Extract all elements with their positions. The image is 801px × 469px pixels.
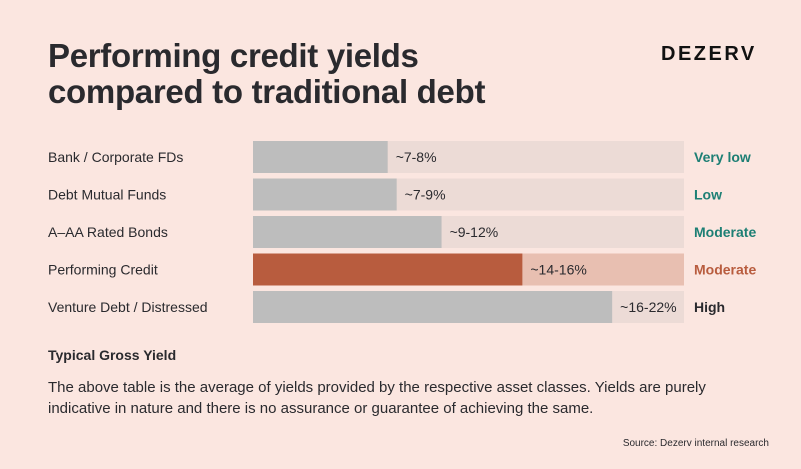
category-label: Bank / Corporate FDs — [48, 149, 183, 165]
x-axis-label: Typical Gross Yield — [48, 347, 177, 363]
bar — [253, 216, 442, 248]
source-note: Source: Dezerv internal research — [622, 438, 769, 449]
category-label: Debt Mutual Funds — [48, 187, 166, 203]
risk-label: Moderate — [694, 224, 756, 240]
risk-label: Low — [694, 187, 722, 203]
value-label: ~14-16% — [530, 262, 586, 278]
value-label: ~7-8% — [396, 149, 437, 165]
value-label: ~16-22% — [620, 299, 676, 315]
bar — [253, 141, 388, 173]
title-line-2: compared to traditional debt — [48, 73, 486, 110]
category-label: Venture Debt / Distressed — [48, 299, 208, 315]
disclaimer-text: The above table is the average of yields… — [48, 379, 706, 417]
value-label: ~9-12% — [450, 224, 499, 240]
bar — [253, 178, 397, 211]
category-label: A–AA Rated Bonds — [48, 224, 168, 240]
bar — [253, 291, 613, 323]
value-label: ~7-9% — [405, 187, 446, 203]
risk-label: Very low — [694, 149, 751, 165]
risk-label: High — [694, 299, 725, 315]
yield-bar-chart: Bank / Corporate FDs ~7-8% Very low Debt Mu… — [48, 141, 756, 323]
dezerv-logo: DEZERV — [661, 43, 757, 65]
risk-label: Moderate — [694, 262, 756, 278]
title-line-1: Performing credit yields — [48, 37, 419, 74]
bar — [253, 253, 523, 286]
chart-title: Performing credit yields compared to tra… — [48, 38, 485, 110]
category-label: Performing Credit — [48, 262, 158, 278]
